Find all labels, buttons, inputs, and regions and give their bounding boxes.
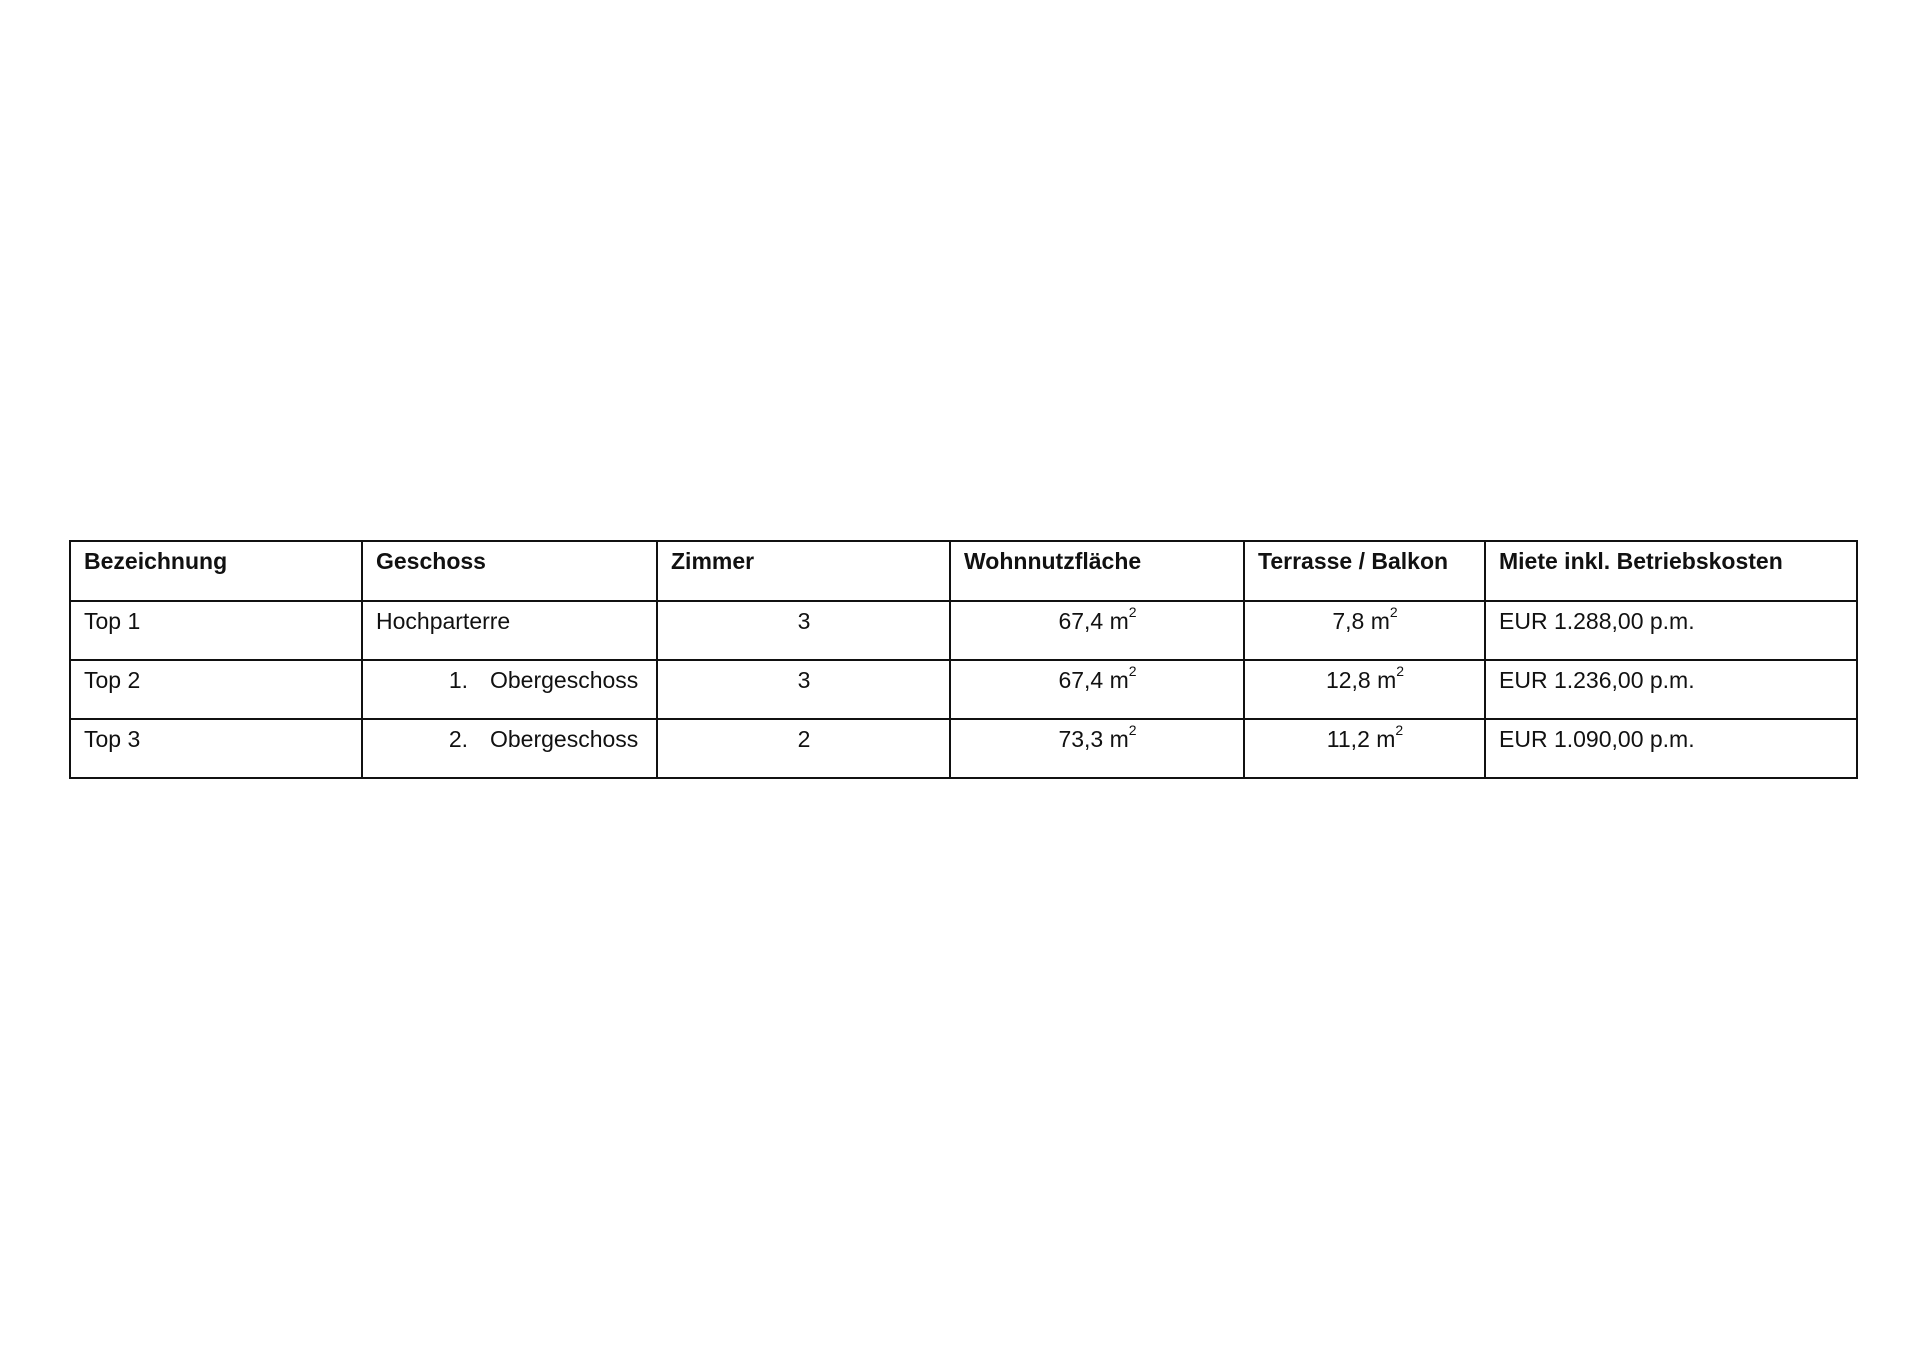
apartment-table: Bezeichnung Geschoss Zimmer Wohnnutzfläc… [69, 540, 1858, 779]
cell-zimmer: 3 [656, 600, 951, 661]
geschoss-label: Obergeschoss [490, 667, 639, 693]
wohnflaeche-value: 67,4 m [1058, 608, 1129, 634]
list-number: 1. [448, 667, 468, 693]
cell-terrasse: 12,8 m2 [1243, 659, 1486, 720]
cell-zimmer: 2 [656, 718, 951, 779]
header-wohnnutzflaeche: Wohnnutzfläche [949, 540, 1245, 602]
cell-zimmer: 3 [656, 659, 951, 720]
cell-bezeichnung: Top 2 [69, 659, 363, 720]
unit-exponent: 2 [1395, 722, 1404, 738]
wohnflaeche-value: 67,4 m [1058, 667, 1129, 693]
terrasse-value: 7,8 m [1332, 608, 1390, 634]
header-bezeichnung: Bezeichnung [69, 540, 363, 602]
wohnflaeche-value: 73,3 m [1058, 726, 1129, 752]
cell-geschoss: 1. Obergeschoss [361, 659, 658, 720]
list-number: 2. [448, 726, 468, 752]
cell-wohnflaeche: 67,4 m2 [949, 659, 1245, 720]
cell-bezeichnung: Top 3 [69, 718, 363, 779]
table-row: Top 3 2. Obergeschoss 2 73,3 m2 11,2 m2 E… [69, 718, 1858, 779]
unit-exponent: 2 [1389, 604, 1398, 620]
cell-wohnflaeche: 73,3 m2 [949, 718, 1245, 779]
table-row: Top 2 1. Obergeschoss 3 67,4 m2 12,8 m2 E… [69, 659, 1858, 720]
table-row: Top 1 Hochparterre 3 67,4 m2 7,8 m2 EUR … [69, 600, 1858, 661]
header-miete: Miete inkl. Betriebskosten [1484, 540, 1858, 602]
cell-geschoss: 2. Obergeschoss [361, 718, 658, 779]
header-row: Bezeichnung Geschoss Zimmer Wohnnutzfläc… [69, 540, 1858, 602]
cell-terrasse: 7,8 m2 [1243, 600, 1486, 661]
cell-terrasse: 11,2 m2 [1243, 718, 1486, 779]
cell-miete: EUR 1.288,00 p.m. [1484, 600, 1858, 661]
terrasse-value: 12,8 m [1325, 667, 1397, 693]
geschoss-label: Hochparterre [376, 608, 511, 634]
cell-geschoss: Hochparterre [361, 600, 658, 661]
unit-exponent: 2 [1396, 663, 1405, 679]
unit-exponent: 2 [1128, 663, 1137, 679]
unit-exponent: 2 [1128, 722, 1137, 738]
header-zimmer: Zimmer [656, 540, 951, 602]
cell-wohnflaeche: 67,4 m2 [949, 600, 1245, 661]
header-terrasse-balkon: Terrasse / Balkon [1243, 540, 1486, 602]
cell-miete: EUR 1.090,00 p.m. [1484, 718, 1858, 779]
geschoss-label: Obergeschoss [490, 726, 639, 752]
cell-miete: EUR 1.236,00 p.m. [1484, 659, 1858, 720]
header-geschoss: Geschoss [361, 540, 658, 602]
terrasse-value: 11,2 m [1326, 726, 1396, 752]
cell-bezeichnung: Top 1 [69, 600, 363, 661]
unit-exponent: 2 [1128, 604, 1137, 620]
